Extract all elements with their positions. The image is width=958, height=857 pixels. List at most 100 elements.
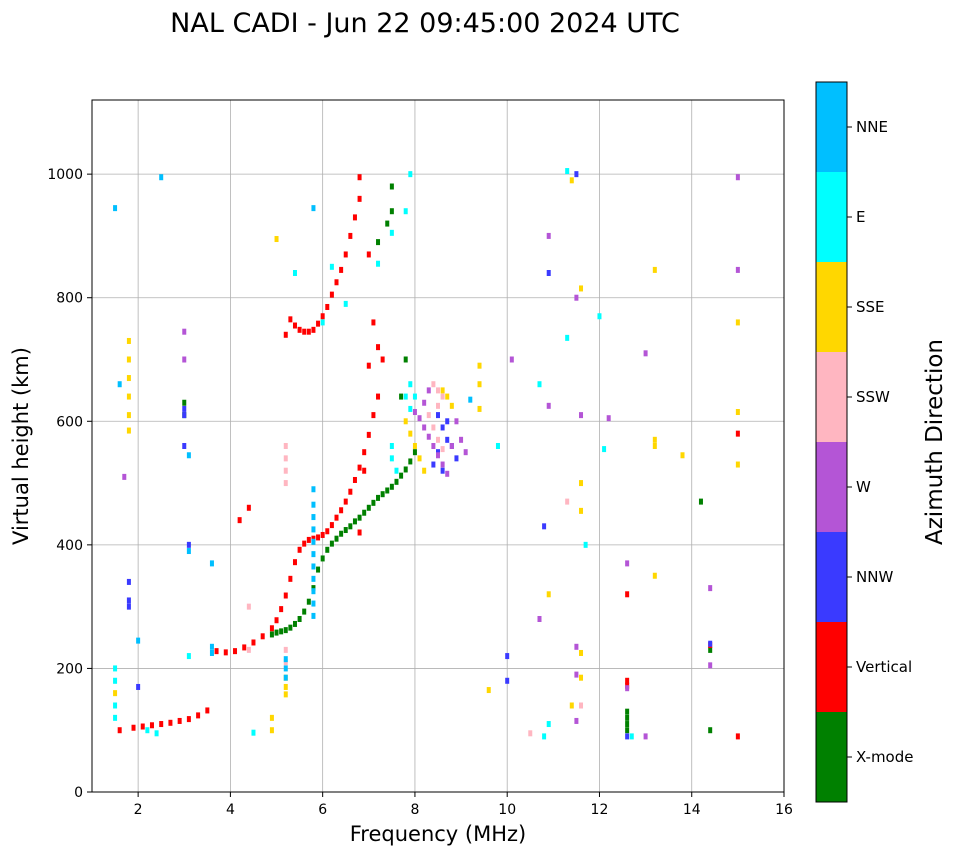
point-w: [426, 387, 431, 394]
point-x-mode: [329, 540, 334, 547]
grid: [92, 100, 785, 793]
point-nnw: [126, 597, 131, 604]
point-nne: [311, 600, 316, 607]
point-e: [629, 733, 634, 740]
point-vertical: [357, 529, 362, 536]
point-sse: [735, 319, 740, 326]
point-x-mode: [708, 727, 713, 734]
point-vertical: [233, 648, 238, 655]
point-w: [422, 424, 427, 431]
point-sse: [579, 649, 584, 656]
point-ssw: [436, 402, 440, 409]
point-x-mode: [403, 466, 408, 473]
point-nnw: [542, 523, 547, 530]
point-x-mode: [376, 494, 381, 501]
point-x-mode: [708, 646, 713, 653]
point-e: [542, 733, 547, 740]
point-sse: [417, 455, 422, 462]
point-vertical: [292, 559, 297, 566]
point-x-mode: [357, 514, 362, 521]
point-x-mode: [389, 183, 394, 190]
point-vertical: [339, 507, 344, 514]
point-sse: [113, 690, 118, 697]
point-sse: [126, 393, 131, 400]
point-vertical: [214, 648, 219, 655]
point-vertical: [735, 430, 740, 437]
point-w: [431, 443, 436, 449]
point-sse: [569, 177, 574, 184]
point-nne: [311, 575, 316, 582]
point-x-mode: [362, 509, 367, 516]
point-nne: [186, 452, 191, 459]
point-vertical: [320, 313, 325, 320]
point-vertical: [186, 716, 191, 723]
point-nne: [311, 526, 316, 533]
point-nne: [209, 560, 214, 567]
point-w: [426, 433, 431, 440]
colorbar-tick-label: SSW: [856, 388, 890, 406]
point-e: [403, 393, 408, 400]
point-ssw: [431, 381, 436, 388]
point-x-mode: [403, 356, 408, 363]
point-e: [186, 653, 191, 660]
point-vertical: [279, 606, 284, 613]
point-sse: [735, 461, 740, 468]
point-x-mode: [302, 608, 307, 615]
point-sse: [449, 402, 454, 409]
point-vertical: [242, 644, 247, 651]
point-e: [251, 729, 256, 736]
point-w: [643, 733, 648, 740]
point-e: [565, 168, 570, 175]
point-vertical: [625, 591, 630, 598]
point-vertical: [371, 319, 376, 326]
point-x-mode: [316, 566, 321, 573]
x-tick-label: 10: [498, 802, 516, 818]
plot-area: [91, 99, 785, 793]
point-vertical: [339, 266, 344, 273]
point-ssw: [440, 446, 445, 453]
point-e: [408, 171, 413, 178]
point-vertical: [352, 214, 357, 221]
point-vertical: [288, 316, 293, 323]
point-e: [113, 702, 118, 709]
point-w: [509, 356, 514, 363]
point-nnw: [445, 436, 450, 443]
point-vertical: [316, 320, 321, 327]
point-e: [145, 727, 150, 734]
point-w: [122, 473, 127, 480]
point-x-mode: [371, 499, 376, 506]
point-x-mode: [698, 498, 703, 505]
point-nne: [311, 538, 316, 545]
point-x-mode: [412, 449, 417, 456]
point-w: [454, 418, 459, 425]
point-nnw: [436, 449, 440, 456]
point-w: [182, 356, 187, 363]
point-vertical: [343, 498, 348, 505]
point-vertical: [334, 514, 339, 521]
point-x-mode: [399, 393, 404, 400]
colorbar-segment: [816, 172, 847, 262]
point-sse: [477, 405, 482, 412]
point-ssw: [283, 455, 288, 462]
chart-title: NAL CADI - Jun 22 09:45:00 2024 UTC: [170, 8, 680, 39]
point-vertical: [302, 540, 307, 547]
point-e: [597, 313, 602, 320]
point-x-mode: [306, 598, 311, 605]
point-sse: [440, 387, 445, 394]
point-x-mode: [311, 585, 316, 592]
point-x-mode: [625, 714, 630, 721]
point-x-mode: [625, 708, 630, 715]
point-ssw: [283, 443, 288, 449]
point-nnw: [126, 578, 131, 585]
point-w: [436, 452, 440, 459]
point-vertical: [366, 431, 371, 438]
point-ssw: [579, 702, 584, 709]
point-ssw: [426, 412, 431, 419]
point-w: [546, 402, 551, 409]
point-ssw: [565, 498, 570, 505]
colorbar-tick-label: W: [856, 478, 871, 496]
point-e: [602, 446, 607, 453]
point-vertical: [131, 724, 136, 731]
point-sse: [412, 443, 417, 449]
point-e: [113, 677, 118, 684]
